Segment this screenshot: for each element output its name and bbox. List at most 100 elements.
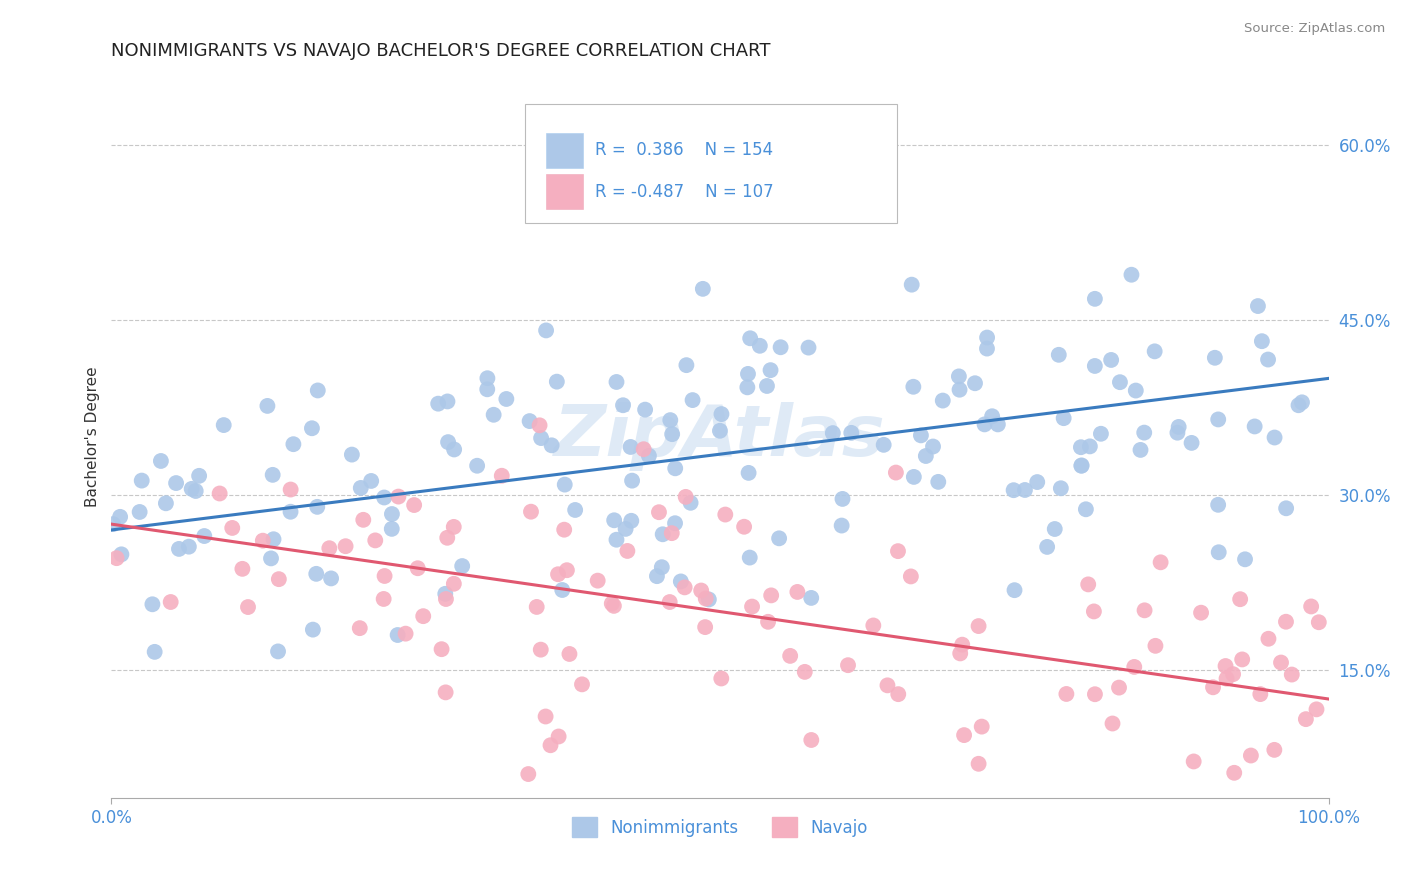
Point (571, 677, 593, 691)
Point (737, 380, 759, 394)
Point (710, 672, 733, 686)
Point (1121, 268, 1143, 282)
Point (664, 516, 686, 531)
Point (159, 595, 181, 609)
Point (661, 526, 683, 541)
Point (1234, 552, 1257, 566)
Point (981, 409, 1004, 424)
Text: NONIMMIGRANTS VS NAVAJO BACHELOR'S DEGREE CORRELATION CHART: NONIMMIGRANTS VS NAVAJO BACHELOR'S DEGRE… (111, 42, 770, 60)
Point (1070, 440, 1092, 454)
Point (831, 518, 853, 533)
Point (1243, 419, 1265, 434)
FancyBboxPatch shape (526, 104, 897, 223)
Point (263, 533, 285, 547)
Point (155, 496, 177, 510)
Point (167, 541, 190, 556)
Point (526, 599, 548, 614)
Point (1301, 599, 1323, 614)
Point (695, 591, 717, 606)
Point (305, 566, 328, 581)
Text: R =  0.386    N = 154: R = 0.386 N = 154 (595, 141, 773, 160)
Point (903, 470, 925, 484)
Point (1078, 439, 1101, 453)
Text: R = -0.487    N = 107: R = -0.487 N = 107 (595, 183, 773, 201)
Point (658, 595, 681, 609)
Point (1133, 425, 1156, 440)
Point (1077, 577, 1099, 591)
Point (740, 331, 762, 345)
Point (664, 461, 686, 475)
Point (349, 621, 371, 635)
Point (927, 475, 949, 489)
Point (900, 569, 922, 583)
Point (558, 647, 581, 661)
Point (884, 466, 907, 480)
Point (1229, 592, 1251, 607)
Point (394, 626, 416, 640)
Point (534, 323, 557, 337)
Point (477, 371, 499, 385)
Point (482, 408, 505, 422)
Point (436, 394, 458, 409)
FancyBboxPatch shape (546, 175, 582, 209)
Point (1270, 656, 1292, 670)
Point (1004, 583, 1026, 598)
Point (1182, 755, 1205, 769)
Point (1149, 555, 1171, 569)
Point (554, 477, 576, 491)
Point (110, 547, 132, 561)
Point (530, 431, 553, 445)
Point (1249, 687, 1271, 701)
Point (519, 414, 541, 428)
Point (1257, 632, 1279, 646)
Point (434, 592, 457, 607)
Point (540, 738, 562, 752)
Point (451, 559, 474, 574)
Point (208, 486, 231, 500)
Point (673, 580, 696, 594)
Point (887, 687, 910, 701)
Text: ZipAtlas: ZipAtlas (554, 402, 886, 471)
Legend: Nonimmigrants, Navajo: Nonimmigrants, Navajo (565, 810, 875, 844)
Point (873, 438, 896, 452)
Point (963, 376, 986, 391)
Point (302, 623, 325, 637)
Point (180, 482, 202, 496)
Point (1026, 475, 1049, 489)
Point (381, 507, 404, 521)
Point (603, 599, 626, 613)
Point (1263, 743, 1285, 757)
Point (1275, 501, 1298, 516)
Point (143, 645, 166, 659)
Point (1109, 375, 1132, 389)
Point (434, 685, 457, 699)
Point (1247, 299, 1270, 313)
Point (967, 619, 990, 633)
Point (364, 533, 387, 548)
Point (714, 508, 737, 522)
Point (1295, 712, 1317, 726)
Point (530, 642, 553, 657)
Point (800, 591, 823, 605)
Point (1036, 540, 1059, 554)
Point (1240, 748, 1263, 763)
Point (1002, 483, 1025, 498)
Point (619, 440, 641, 454)
Point (105, 551, 128, 566)
Point (1215, 659, 1237, 673)
Point (967, 756, 990, 771)
Point (1202, 681, 1225, 695)
Point (256, 399, 278, 413)
Point (387, 490, 409, 504)
Point (1204, 351, 1226, 365)
Point (381, 522, 404, 536)
Point (710, 407, 733, 421)
Point (252, 533, 274, 548)
Point (887, 544, 910, 558)
Point (638, 449, 661, 463)
Point (477, 382, 499, 396)
Point (427, 397, 450, 411)
Point (839, 425, 862, 440)
Point (1180, 436, 1202, 450)
Point (614, 522, 637, 536)
